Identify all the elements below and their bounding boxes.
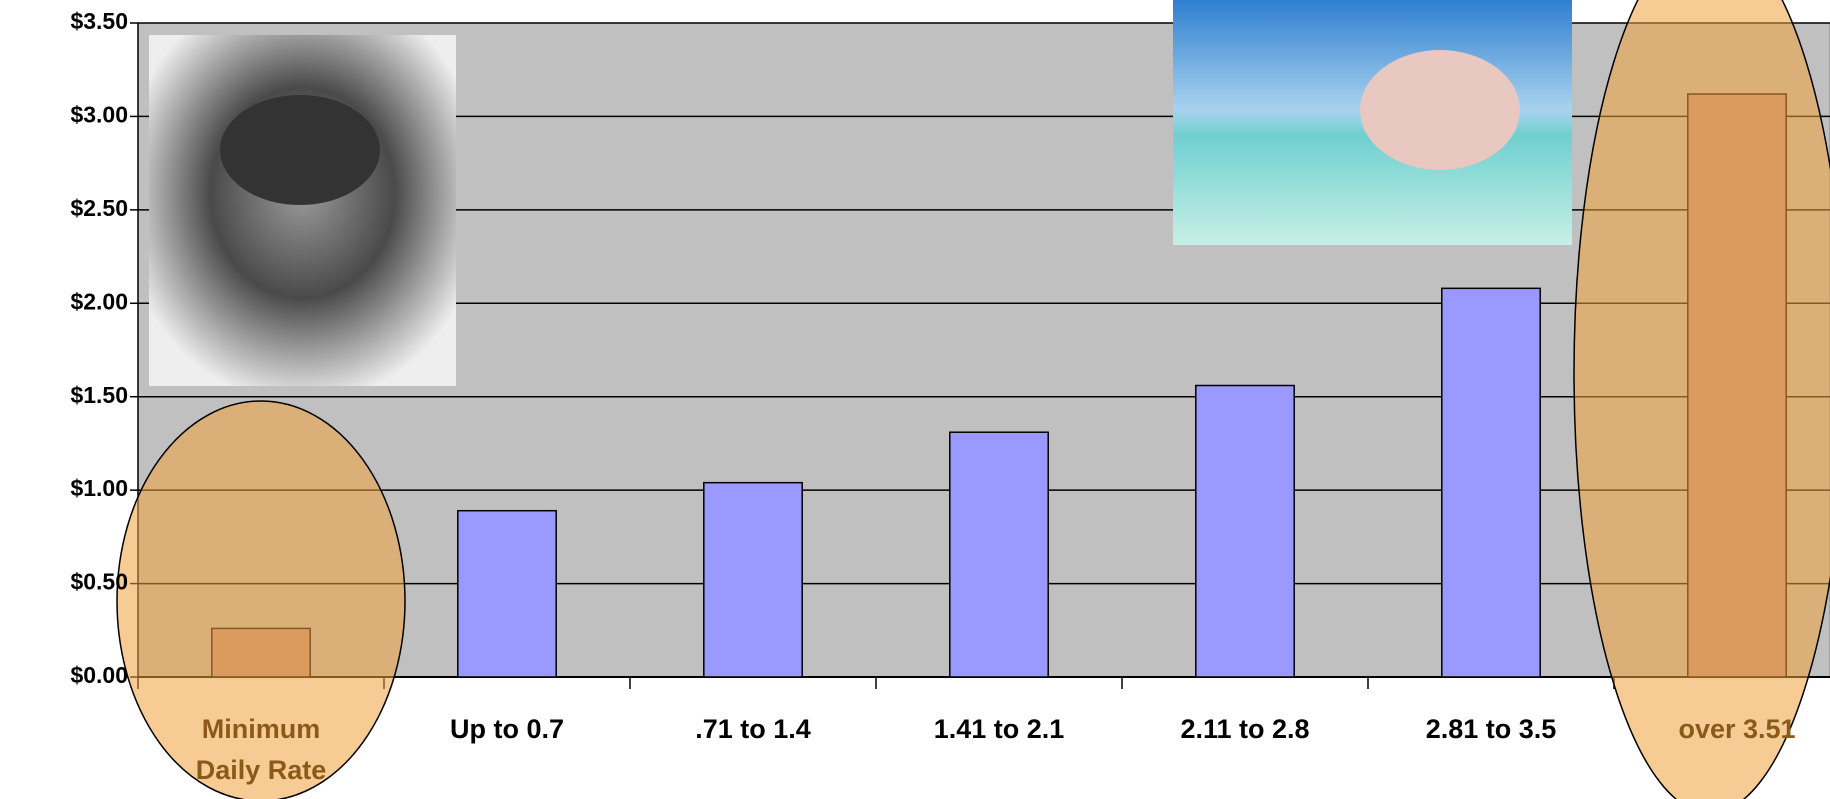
y-tick-label: $1.00: [70, 475, 128, 501]
photo-woman: [149, 35, 456, 386]
photo-detail: [1360, 50, 1520, 170]
x-label-box: 1.41 to 2.1: [933, 714, 1065, 744]
x-label-box: 2.11 to 2.8: [1180, 714, 1310, 744]
bar: [949, 431, 1049, 678]
x-label-box: .71 to 1.4: [695, 714, 811, 744]
bar: [1441, 287, 1541, 678]
highlight-ellipse: [116, 400, 406, 799]
y-tick-label: $0.00: [70, 662, 128, 688]
x-label-box: Up to 0.7: [449, 714, 564, 744]
x-tick-label: .71 to 1.4: [695, 714, 811, 744]
x-tick-label: 1.41 to 2.1: [933, 714, 1065, 744]
photo-detail: [220, 95, 380, 205]
y-tick-label: $2.00: [70, 288, 128, 314]
x-label-box: Minimum Daily Rate: [195, 714, 327, 785]
y-tick-label: $3.50: [70, 8, 128, 34]
y-tick-label: $1.50: [70, 382, 128, 408]
x-tick-label: over 3.51: [1678, 714, 1796, 744]
x-label-box: over 3.51: [1678, 714, 1796, 744]
y-tick-label: $2.50: [70, 195, 128, 221]
bar: [1195, 384, 1295, 678]
x-tick-label: Minimum Daily Rate: [195, 714, 327, 785]
x-label-box: 2.81 to 3.5: [1425, 714, 1557, 744]
y-tick-label: $0.50: [70, 569, 128, 595]
highlight-ellipse: [1573, 0, 1830, 799]
bar: [457, 509, 557, 678]
x-tick-label: Up to 0.7: [449, 714, 564, 744]
bar: [703, 481, 803, 678]
x-tick-label: 2.81 to 3.5: [1425, 714, 1557, 744]
y-tick-label: $3.00: [70, 102, 128, 128]
x-tick-label: 2.11 to 2.8: [1180, 714, 1310, 744]
